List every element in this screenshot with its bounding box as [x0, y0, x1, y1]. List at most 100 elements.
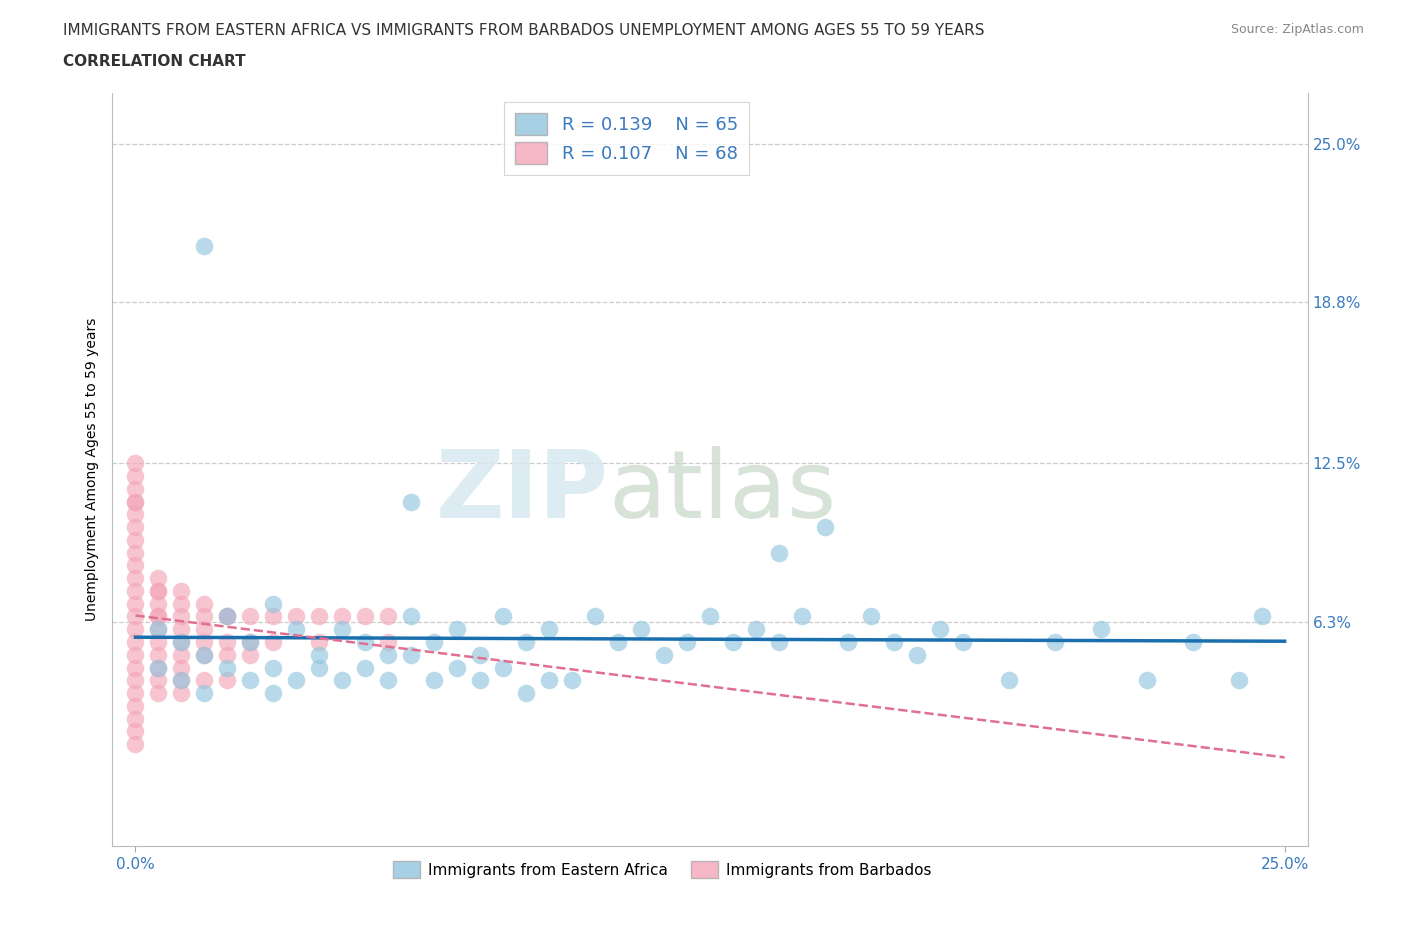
Point [239, 609, 262, 624]
Point [217, 673, 239, 688]
Point [148, 634, 170, 649]
Point [124, 647, 146, 662]
Point [377, 609, 399, 624]
Point [262, 660, 284, 675]
Point [330, 622, 353, 637]
Point [423, 673, 446, 688]
Point [193, 685, 215, 700]
Point [148, 609, 170, 624]
Point [423, 634, 446, 649]
Point [124, 622, 146, 637]
Point [170, 673, 193, 688]
Point [285, 609, 308, 624]
Point [330, 673, 353, 688]
Point [124, 724, 146, 738]
Point [401, 609, 423, 624]
Point [148, 685, 170, 700]
Point [239, 634, 262, 649]
Point [148, 647, 170, 662]
Point [745, 622, 768, 637]
Point [124, 634, 146, 649]
Point [538, 622, 561, 637]
Point [239, 673, 262, 688]
Point [262, 596, 284, 611]
Point [470, 673, 492, 688]
Point [124, 533, 146, 548]
Point [1181, 634, 1204, 649]
Point [124, 545, 146, 560]
Point [377, 634, 399, 649]
Text: CORRELATION CHART: CORRELATION CHART [63, 54, 246, 69]
Point [905, 647, 928, 662]
Point [193, 647, 215, 662]
Point [492, 609, 515, 624]
Point [308, 660, 330, 675]
Point [952, 634, 974, 649]
Point [217, 609, 239, 624]
Point [148, 596, 170, 611]
Point [561, 673, 583, 688]
Point [928, 622, 950, 637]
Point [124, 673, 146, 688]
Point [193, 634, 215, 649]
Point [124, 469, 146, 484]
Point [492, 660, 515, 675]
Point [170, 583, 193, 598]
Point [193, 673, 215, 688]
Point [583, 609, 606, 624]
Point [124, 558, 146, 573]
Text: ZIP: ZIP [436, 446, 609, 538]
Point [217, 609, 239, 624]
Point [401, 494, 423, 509]
Point [308, 647, 330, 662]
Point [148, 609, 170, 624]
Point [124, 571, 146, 586]
Point [721, 634, 744, 649]
Point [124, 698, 146, 713]
Point [446, 622, 468, 637]
Point [354, 660, 377, 675]
Point [401, 647, 423, 662]
Point [124, 494, 146, 509]
Point [193, 239, 215, 254]
Point [262, 609, 284, 624]
Point [676, 634, 699, 649]
Point [446, 660, 468, 675]
Point [148, 583, 170, 598]
Point [124, 609, 146, 624]
Point [170, 634, 193, 649]
Point [124, 596, 146, 611]
Point [124, 507, 146, 522]
Point [1227, 673, 1250, 688]
Point [124, 711, 146, 726]
Point [148, 660, 170, 675]
Point [170, 660, 193, 675]
Point [330, 609, 353, 624]
Point [170, 673, 193, 688]
Point [354, 634, 377, 649]
Point [699, 609, 721, 624]
Point [768, 634, 790, 649]
Point [652, 647, 675, 662]
Point [170, 685, 193, 700]
Point [1043, 634, 1066, 649]
Point [148, 583, 170, 598]
Point [217, 660, 239, 675]
Point [470, 647, 492, 662]
Point [285, 673, 308, 688]
Y-axis label: Unemployment Among Ages 55 to 59 years: Unemployment Among Ages 55 to 59 years [84, 318, 98, 621]
Point [217, 634, 239, 649]
Text: Source: ZipAtlas.com: Source: ZipAtlas.com [1230, 23, 1364, 36]
Point [1136, 673, 1159, 688]
Point [170, 634, 193, 649]
Point [170, 609, 193, 624]
Point [148, 622, 170, 637]
Point [377, 647, 399, 662]
Point [193, 596, 215, 611]
Point [1090, 622, 1112, 637]
Point [148, 673, 170, 688]
Point [124, 482, 146, 497]
Point [239, 647, 262, 662]
Point [515, 634, 537, 649]
Point [124, 456, 146, 471]
